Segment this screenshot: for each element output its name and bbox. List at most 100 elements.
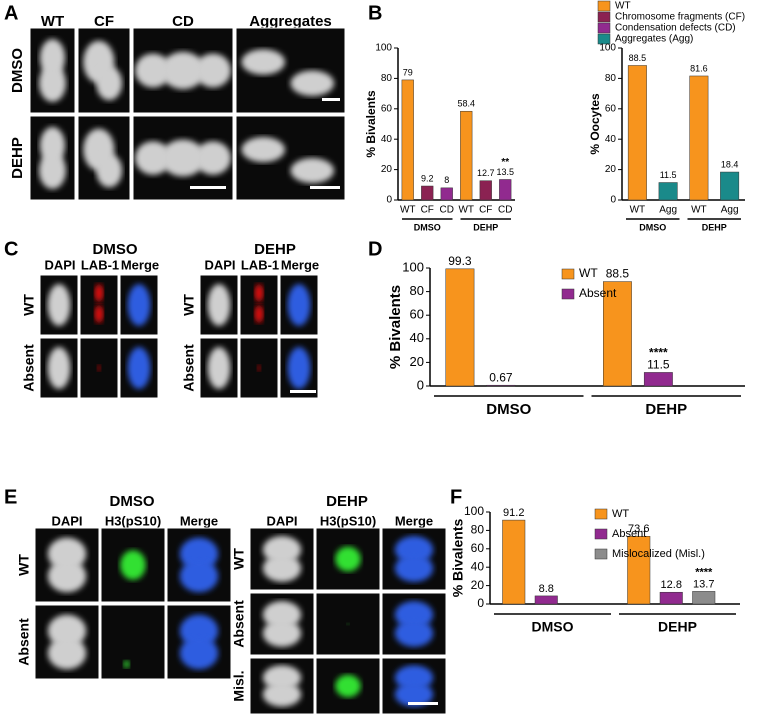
y-tick-label: 80 — [471, 523, 485, 537]
legend-label: Aggregates (Agg) — [615, 34, 693, 45]
legend-swatch — [561, 288, 575, 300]
panel-label: B — [368, 2, 382, 24]
blob — [127, 284, 151, 326]
panel-label: C — [4, 238, 18, 260]
bar — [445, 268, 475, 387]
bar — [502, 519, 526, 605]
label: WT — [41, 13, 64, 30]
panel-label: D — [368, 238, 382, 260]
x-tick-label: CD — [440, 205, 454, 216]
row-label: % Oocytes — [588, 93, 602, 155]
micrograph — [279, 337, 319, 399]
value-label: 79 — [403, 67, 413, 77]
bar — [534, 595, 558, 605]
panel-label: A — [4, 2, 18, 24]
legend-label: Absent — [612, 528, 646, 540]
blob — [195, 141, 231, 175]
group-label: DEHP — [702, 222, 727, 232]
value-label: 9.2 — [421, 173, 434, 183]
y-tick-label: 20 — [410, 354, 424, 369]
bar — [689, 75, 709, 201]
group-label: DEHP — [658, 619, 697, 635]
group-label: DEHP — [645, 401, 687, 418]
blob — [290, 158, 335, 184]
bar — [440, 187, 453, 201]
legend-label: Mislocalized (Misl.) — [612, 548, 705, 560]
row-label: Absent — [231, 600, 247, 648]
row-label: % Bivalents — [387, 285, 404, 369]
y-tick-label: 60 — [381, 103, 393, 114]
x-tick-label: CD — [498, 205, 512, 216]
blob — [287, 284, 311, 326]
micrograph — [29, 27, 76, 114]
value-label: 11.5 — [647, 358, 670, 372]
value-label: 58.4 — [457, 99, 475, 109]
blob — [161, 51, 205, 90]
label: DMSO — [93, 241, 138, 258]
value-label: 12.7 — [477, 168, 495, 178]
y-tick-label: 40 — [410, 330, 424, 345]
blob — [394, 619, 434, 647]
y-tick-label: 100 — [599, 43, 616, 54]
blob — [207, 284, 231, 326]
value-label: 8 — [444, 175, 449, 185]
blob — [161, 139, 205, 177]
blob — [94, 305, 104, 323]
value-label: 11.5 — [660, 170, 677, 180]
blob — [290, 70, 335, 96]
blob — [135, 141, 171, 175]
blob — [254, 284, 264, 302]
blob — [123, 660, 130, 668]
label: DEHP — [326, 493, 368, 510]
blob — [47, 347, 71, 389]
blob — [96, 66, 123, 101]
micrograph — [249, 592, 315, 656]
row-label: DMSO — [9, 48, 26, 93]
y-tick-label: 80 — [605, 73, 617, 84]
legend-label: WT — [612, 508, 629, 520]
label: DEHP — [254, 241, 296, 258]
blob — [96, 153, 123, 188]
blob — [262, 682, 302, 707]
x-tick-label: CF — [479, 205, 492, 216]
blob — [241, 137, 286, 163]
row-label: WT — [181, 294, 197, 316]
row-label: % Bivalents — [364, 90, 378, 158]
group-label: DMSO — [486, 401, 531, 418]
bar — [479, 180, 492, 201]
y-tick-label: 0 — [610, 195, 616, 206]
label: Merge — [395, 513, 433, 528]
label: DMSO — [110, 493, 155, 510]
blob — [94, 284, 104, 302]
blob — [179, 559, 219, 593]
micrograph — [119, 274, 159, 336]
row-label: WT — [21, 294, 37, 316]
y-tick-label: 20 — [381, 164, 393, 175]
row-label: Absent — [16, 618, 32, 666]
micrograph — [315, 592, 381, 656]
blob — [335, 546, 361, 572]
blob — [195, 53, 231, 88]
micrograph — [199, 337, 239, 399]
micrograph — [279, 274, 319, 336]
micrograph — [166, 604, 232, 680]
row-label: Absent — [21, 344, 37, 392]
x-tick-label: WT — [691, 205, 707, 216]
legend-label: Absent — [579, 286, 617, 300]
blob — [287, 347, 311, 389]
bar — [658, 182, 678, 201]
x-tick-label: WT — [458, 205, 474, 216]
legend-label: Condensation defects (CD) — [615, 23, 736, 34]
bar — [421, 185, 434, 201]
label: DAPI — [51, 513, 82, 528]
bar — [659, 591, 683, 605]
y-tick-label: 40 — [381, 134, 393, 145]
bar — [603, 281, 632, 387]
row-label: WT — [16, 554, 32, 576]
y-tick-label: 40 — [471, 559, 485, 573]
value-label: 8.8 — [539, 583, 554, 595]
micrograph — [77, 115, 131, 201]
bar — [720, 171, 740, 201]
label: LAB-1 — [81, 257, 119, 272]
label: Merge — [121, 257, 159, 272]
